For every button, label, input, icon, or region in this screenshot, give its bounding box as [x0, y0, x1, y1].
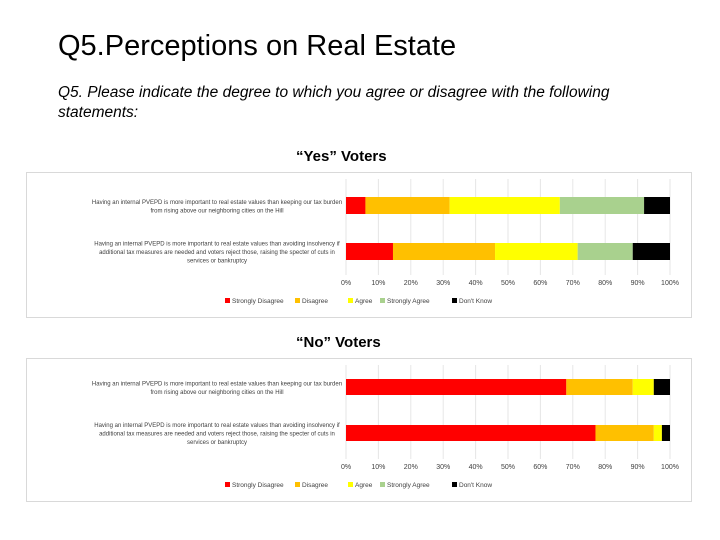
yes-voters-heading: “Yes” Voters [296, 148, 387, 165]
category-label: from rising above our neighboring cities… [150, 208, 283, 214]
legend-label-disagree: Disagree [302, 298, 328, 305]
x-tick-label: 60% [533, 464, 547, 471]
category-label: services or bankruptcy [187, 440, 247, 446]
legend-label-disagree: Disagree [302, 482, 328, 489]
legend-label-strongly-agree: Strongly Agree [387, 298, 430, 305]
x-tick-label: 70% [566, 464, 580, 471]
x-tick-label: 0% [341, 464, 351, 471]
x-tick-label: 80% [598, 280, 612, 287]
bar-strongly-disagree [346, 243, 393, 260]
legend-label-agree: Agree [355, 298, 373, 305]
no-voters-chart: Having an internal PVEPD is more importa… [92, 365, 679, 489]
x-tick-label: 50% [501, 280, 515, 287]
x-tick-label: 30% [436, 280, 450, 287]
x-tick-label: 90% [631, 280, 645, 287]
bar-don-t-know [632, 243, 670, 260]
legend-label-don-t-know: Don't Know [459, 298, 492, 305]
category-label: services or bankruptcy [187, 259, 247, 265]
bar-agree [449, 197, 560, 214]
bar-agree [632, 379, 654, 395]
x-tick-label: 40% [469, 280, 483, 287]
bar-strongly-agree [559, 197, 645, 214]
x-tick-label: 50% [501, 464, 515, 471]
legend-label-agree: Agree [355, 482, 373, 489]
category-label: Having an internal PVEPD is more importa… [92, 200, 342, 206]
bar-strongly-disagree [346, 379, 567, 395]
slide-title: Q5.Perceptions on Real Estate [58, 30, 457, 62]
x-tick-label: 100% [661, 464, 679, 471]
x-tick-label: 30% [436, 464, 450, 471]
legend-label-strongly-agree: Strongly Agree [387, 482, 430, 489]
category-label: from rising above our neighboring cities… [150, 390, 283, 396]
x-tick-label: 20% [404, 280, 418, 287]
x-tick-label: 90% [631, 464, 645, 471]
no-voters-chart-area: Having an internal PVEPD is more importa… [26, 358, 692, 502]
legend-swatch-don-t-know [452, 482, 457, 487]
legend-label-strongly-disagree: Strongly Disagree [232, 482, 284, 489]
yes-voters-chart-area: Having an internal PVEPD is more importa… [26, 172, 692, 318]
bar-don-t-know [661, 425, 670, 441]
bar-disagree [365, 197, 450, 214]
category-label: additional tax measures are needed and v… [99, 250, 335, 256]
x-tick-label: 10% [371, 280, 385, 287]
legend-swatch-agree [348, 482, 353, 487]
category-label: additional tax measures are needed and v… [99, 432, 335, 438]
legend-swatch-strongly-disagree [225, 298, 230, 303]
x-tick-label: 10% [371, 464, 385, 471]
legend-swatch-don-t-know [452, 298, 457, 303]
legend-swatch-agree [348, 298, 353, 303]
bar-strongly-agree [577, 243, 633, 260]
legend-label-strongly-disagree: Strongly Disagree [232, 298, 284, 305]
legend-label-don-t-know: Don't Know [459, 482, 492, 489]
bar-strongly-disagree [346, 197, 366, 214]
x-tick-label: 100% [661, 280, 679, 287]
bar-agree [653, 425, 662, 441]
bar-agree [495, 243, 578, 260]
category-label: Having an internal PVEPD is more importa… [94, 423, 340, 429]
bar-strongly-disagree [346, 425, 596, 441]
no-voters-heading: “No” Voters [296, 334, 381, 351]
category-label: Having an internal PVEPD is more importa… [94, 242, 340, 248]
legend-swatch-disagree [295, 298, 300, 303]
x-tick-label: 40% [469, 464, 483, 471]
legend-swatch-disagree [295, 482, 300, 487]
x-tick-label: 20% [404, 464, 418, 471]
x-tick-label: 0% [341, 280, 351, 287]
slide-subtitle: Q5. Please indicate the degree to which … [58, 84, 610, 121]
bar-disagree [566, 379, 633, 395]
legend-swatch-strongly-agree [380, 482, 385, 487]
bar-disagree [595, 425, 654, 441]
yes-voters-chart: Having an internal PVEPD is more importa… [92, 179, 679, 305]
legend-swatch-strongly-disagree [225, 482, 230, 487]
x-tick-label: 60% [533, 280, 547, 287]
x-tick-label: 80% [598, 464, 612, 471]
bar-don-t-know [644, 197, 670, 214]
legend-swatch-strongly-agree [380, 298, 385, 303]
x-tick-label: 70% [566, 280, 580, 287]
category-label: Having an internal PVEPD is more importa… [92, 381, 342, 387]
bar-disagree [392, 243, 496, 260]
bar-don-t-know [653, 379, 670, 395]
